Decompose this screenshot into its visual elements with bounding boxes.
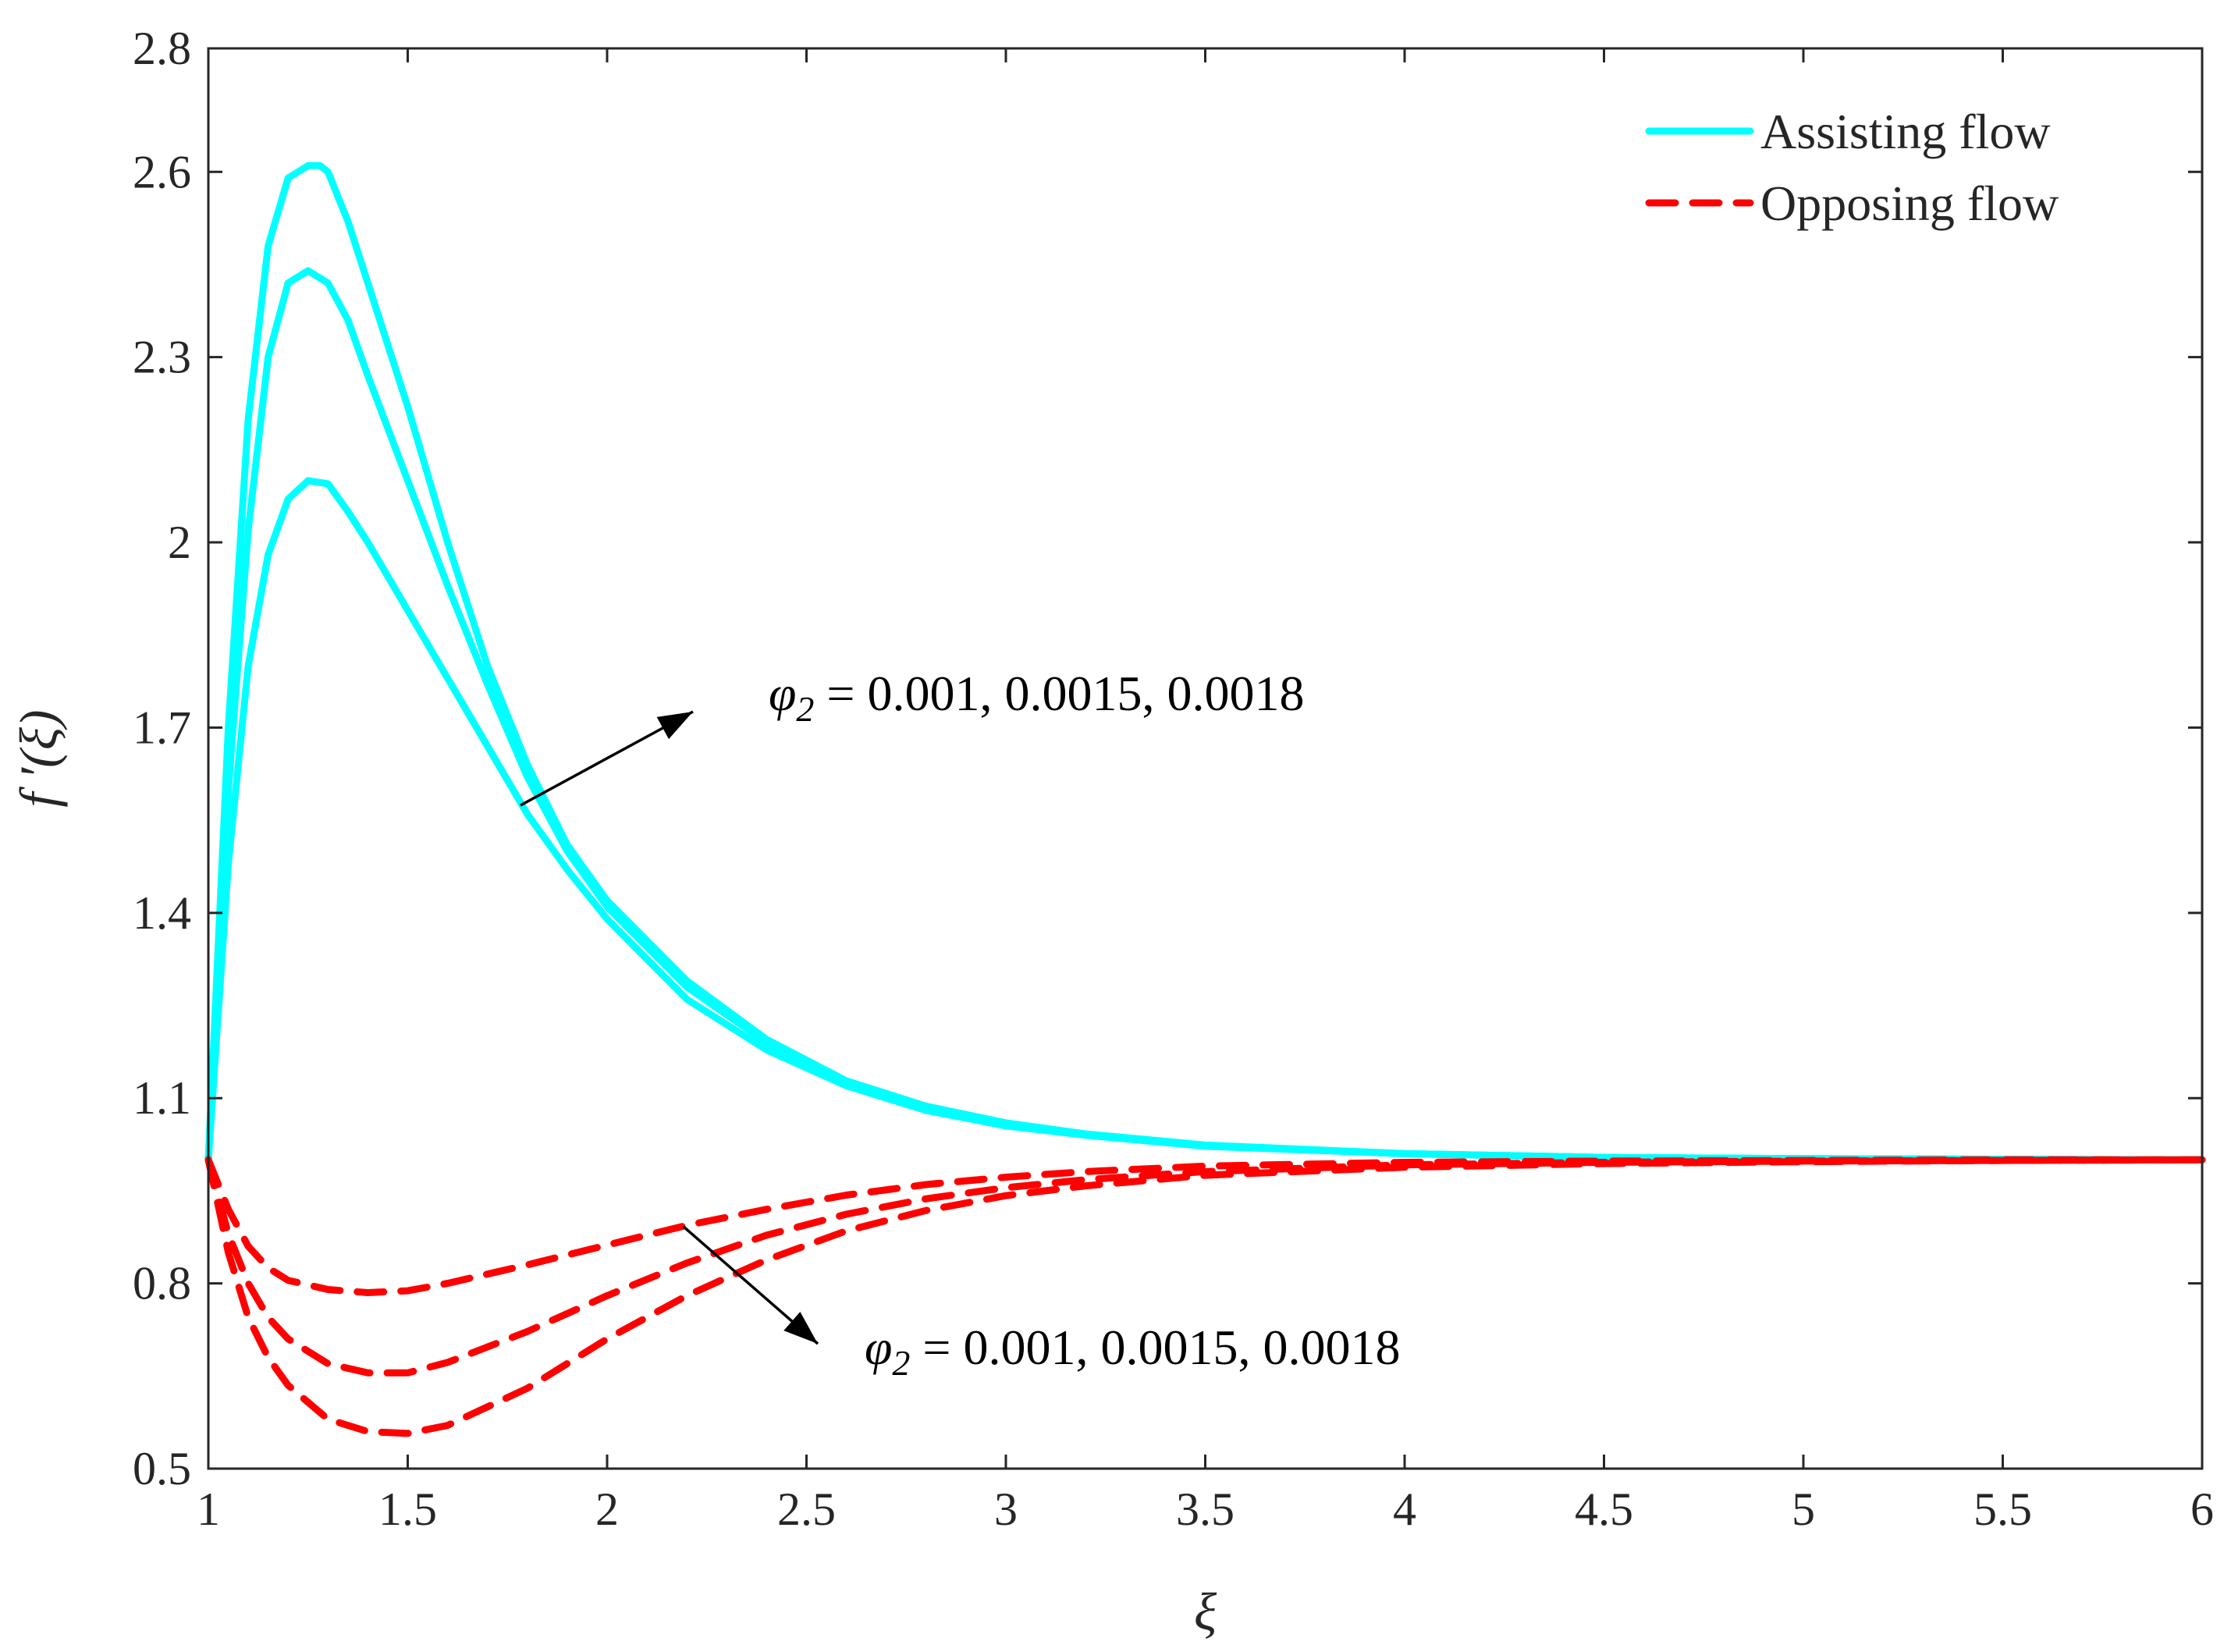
x-tick-label: 3 — [994, 1483, 1018, 1535]
y-axis-label: f ′(ξ) — [9, 709, 68, 807]
x-tick-label: 3.5 — [1176, 1483, 1235, 1535]
x-tick-label: 5.5 — [1973, 1483, 2032, 1535]
annotation-assisting-phi2: φ2 = 0.001, 0.0015, 0.0018 — [769, 666, 1305, 729]
opposing-flow-line-1 — [204, 1156, 2206, 1296]
y-tick-label: 2.8 — [133, 23, 191, 74]
opposing-flow-line-3 — [204, 1156, 2206, 1437]
annotation-assisting-symbol: φ — [769, 666, 796, 721]
x-tick-label: 1 — [197, 1483, 220, 1535]
annotation-arrowhead-assisting — [656, 712, 693, 740]
axes-frame — [207, 47, 2204, 1470]
y-tick-label: 2 — [168, 517, 191, 568]
y-tick-label: 1.1 — [133, 1072, 191, 1124]
x-tick-label: 2 — [595, 1483, 619, 1535]
annotation-assisting-subscript: 2 — [796, 689, 814, 729]
legend-label-assisting-flow: Assisting flow — [1760, 104, 2051, 159]
ticks-layer: 1 1.5 2 2.5 3 3.5 4 4.5 5 5.5 6 0.5 0.8 1.1 1.4 1.7 2 2.3… — [133, 23, 2214, 1535]
series-layer — [204, 162, 2206, 1437]
y-tick-label: 1.7 — [133, 702, 191, 753]
annotation-opposing-phi2: φ2 = 0.001, 0.0015, 0.0018 — [865, 1320, 1401, 1383]
y-tick-label: 0.8 — [133, 1258, 191, 1309]
assisting-flow-line-3 — [204, 162, 2206, 1164]
y-tick-label: 1.4 — [133, 887, 191, 939]
annotation-opposing-subscript: 2 — [892, 1343, 910, 1383]
x-tick-label: 2.5 — [777, 1483, 836, 1535]
annotation-assisting-values: = 0.001, 0.0015, 0.0018 — [814, 666, 1304, 721]
y-tick-label: 0.5 — [133, 1443, 191, 1494]
x-tick-label: 6 — [2190, 1483, 2214, 1535]
annotation-opposing-values: = 0.001, 0.0015, 0.0018 — [910, 1320, 1400, 1375]
x-tick-label: 5 — [1792, 1483, 1815, 1535]
y-tick-label: 2.3 — [133, 332, 191, 383]
x-tick-label: 1.5 — [378, 1483, 437, 1535]
annotation-opposing-symbol: φ — [865, 1320, 892, 1375]
legend-background — [1631, 86, 2177, 250]
x-axis-label: ξ — [1194, 1582, 1217, 1641]
x-tick-label: 4.5 — [1575, 1483, 1633, 1535]
annotations: φ2 = 0.001, 0.0015, 0.0018 φ2 = 0.001, 0… — [520, 666, 1401, 1383]
x-tick-label: 4 — [1393, 1483, 1416, 1535]
y-tick-label: 2.6 — [133, 146, 191, 197]
legend-label-opposing-flow: Opposing flow — [1760, 176, 2059, 231]
annotation-arrowhead-opposing — [783, 1312, 818, 1344]
legend: Assisting flow Opposing flow — [1631, 86, 2177, 250]
